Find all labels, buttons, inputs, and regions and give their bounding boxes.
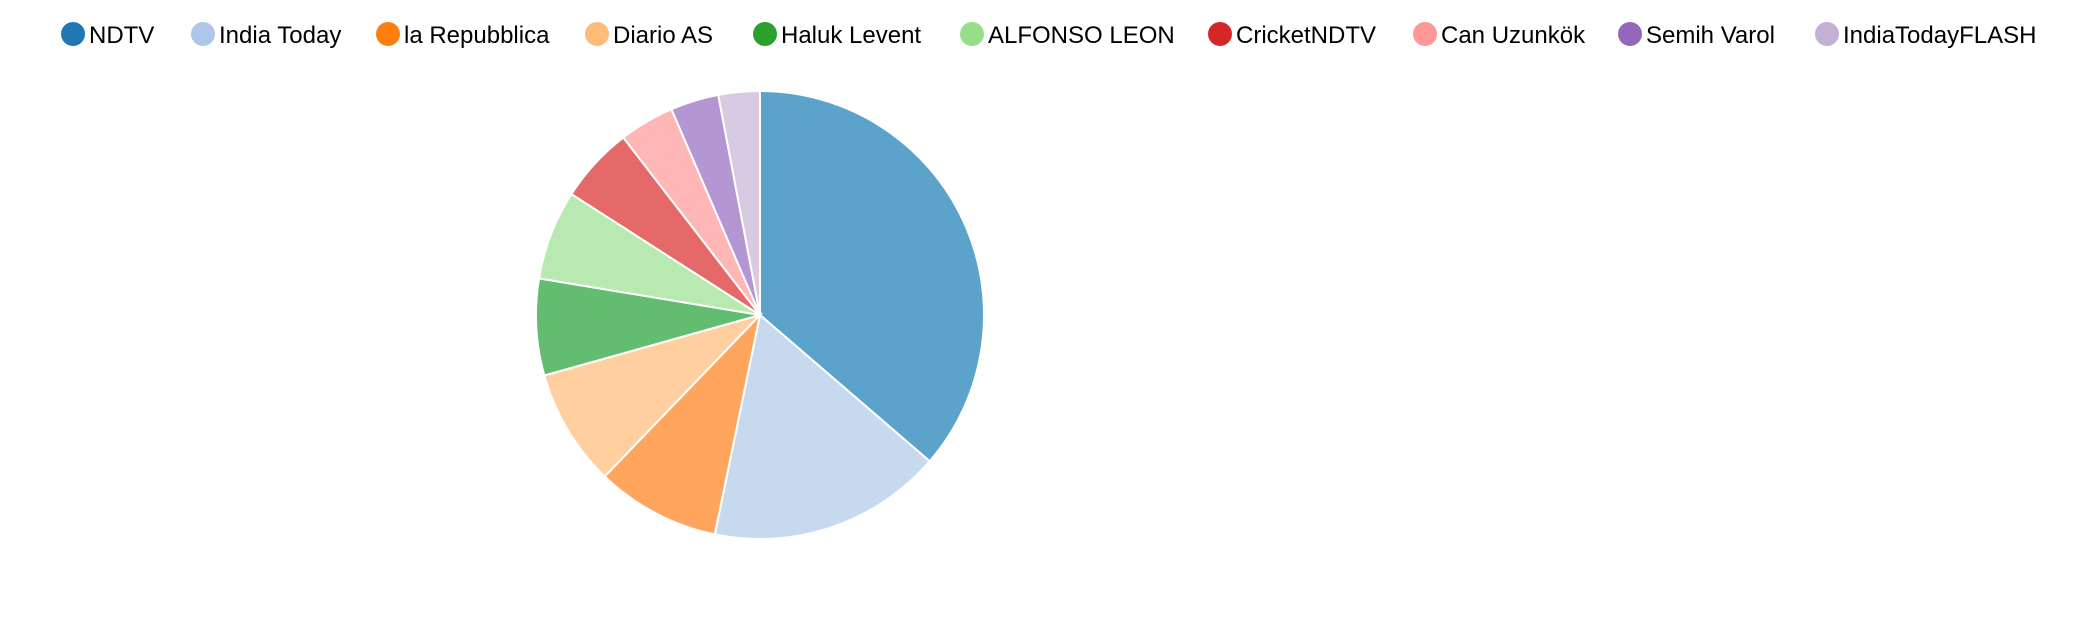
legend-swatch xyxy=(1618,22,1642,46)
legend-swatch xyxy=(585,22,609,46)
legend-swatch xyxy=(61,22,85,46)
legend-swatch xyxy=(1413,22,1437,46)
legend-label: Can Uzunkök xyxy=(1441,22,1586,49)
legend-item-ndtv: NDTV xyxy=(61,22,154,49)
legend-label: Diario AS xyxy=(613,22,713,49)
legend-item-diario-as: Diario AS xyxy=(585,22,713,49)
legend-item-haluk-levent: Haluk Levent xyxy=(753,22,921,49)
pie-slice-la-repubblica xyxy=(603,311,762,536)
legend-swatch xyxy=(753,22,777,46)
legend-swatch xyxy=(1815,22,1839,46)
pie-slice-diario-as xyxy=(543,313,764,478)
legend-item-alfonso-leon: ALFONSO LEON xyxy=(960,22,1175,49)
legend-label: NDTV xyxy=(89,22,154,49)
pie-slice-indiatodayflash xyxy=(717,89,761,316)
legend-item-india-today: India Today xyxy=(191,22,341,49)
legend-swatch xyxy=(1208,22,1232,46)
legend-item-la-repubblica: la Repubblica xyxy=(376,22,550,49)
legend-label: ALFONSO LEON xyxy=(988,22,1175,49)
legend-label: Haluk Levent xyxy=(781,22,921,49)
legend-label: Semih Varol xyxy=(1646,22,1775,49)
legend-swatch xyxy=(376,22,400,46)
legend-swatch xyxy=(191,22,215,46)
legend-label: IndiaTodayFLASH xyxy=(1843,22,2036,49)
legend-item-semih-varol: Semih Varol xyxy=(1618,22,1775,49)
legend-label: India Today xyxy=(219,22,341,49)
legend-swatch xyxy=(960,22,984,46)
legend-item-cricketndtv: CricketNDTV xyxy=(1208,22,1376,49)
legend-item-can-uzunkok: Can Uzunkök xyxy=(1413,22,1586,49)
legend-label: la Repubblica xyxy=(404,22,550,49)
pie-slice-ndtv xyxy=(759,89,985,463)
legend-label: CricketNDTV xyxy=(1236,22,1376,49)
legend-item-indiatodayflash: IndiaTodayFLASH xyxy=(1815,22,2036,49)
pie-slice-india-today xyxy=(713,313,932,540)
pie-slices xyxy=(535,89,985,540)
chart-legend: NDTV India Today la Repubblica Diario AS Hal… xyxy=(61,22,2036,49)
